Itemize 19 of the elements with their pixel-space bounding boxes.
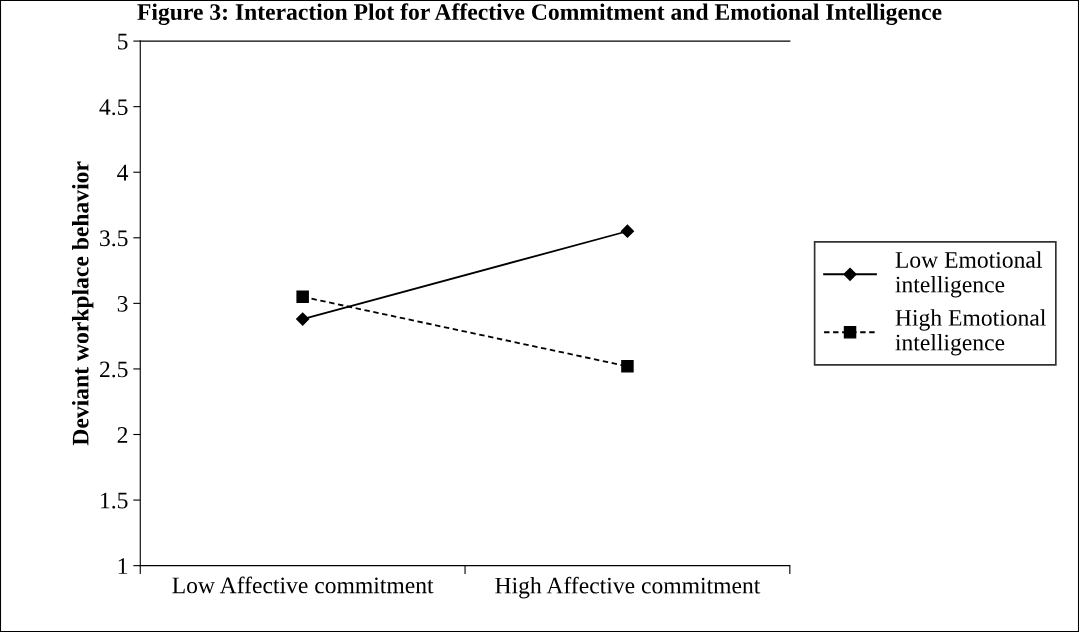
legend-label: Low Emotional intelligence bbox=[895, 251, 1042, 298]
chart-title: Figure 3: Interaction Plot for Affective Commitment and Emotional Intelligence bbox=[137, 3, 942, 25]
point bbox=[296, 312, 310, 326]
point bbox=[296, 290, 309, 304]
point bbox=[621, 360, 634, 373]
y-tick-label: 2.5 bbox=[99, 361, 128, 378]
point bbox=[620, 224, 635, 238]
y-tick-label: 3.5 bbox=[100, 230, 128, 247]
y-tick-label: 2 bbox=[117, 427, 128, 443]
y-tick-label: 4.5 bbox=[99, 99, 128, 116]
y-tick-label: 5 bbox=[118, 33, 128, 50]
y-tick-label: 3 bbox=[117, 295, 128, 312]
y-tick-label: 1 bbox=[118, 558, 128, 574]
y-tick-label: 4 bbox=[117, 164, 129, 181]
legend-label: High Emotional intelligence bbox=[895, 309, 1046, 356]
x-tick-label: Low Affective commitment bbox=[172, 576, 434, 594]
x-tick-label: High Affective commitment bbox=[495, 576, 761, 599]
y-axis-title: Deviant workplace behavior bbox=[71, 161, 94, 446]
y-tick-label: 1.5 bbox=[101, 492, 128, 509]
